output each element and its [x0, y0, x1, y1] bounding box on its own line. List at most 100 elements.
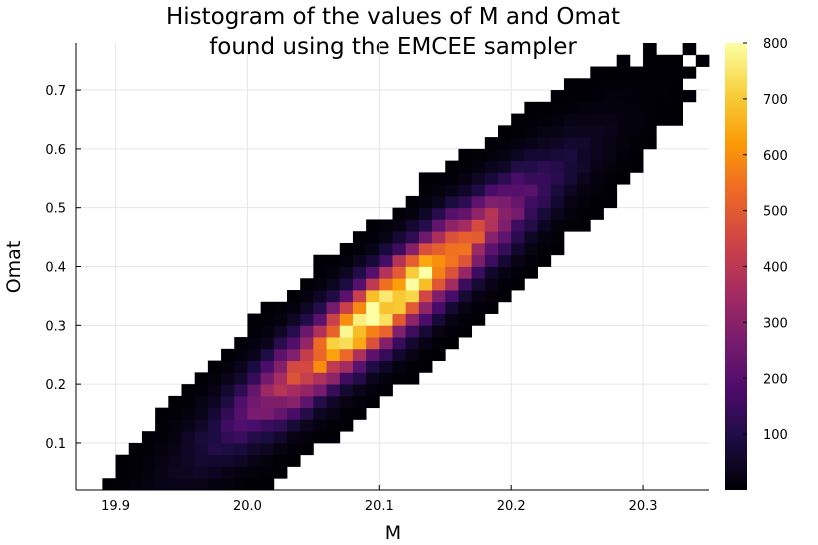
heatmap-cell: [300, 325, 314, 338]
heatmap-cell: [221, 384, 235, 397]
heatmap-cell: [115, 454, 130, 467]
x-tick-label: 20.0: [233, 499, 262, 514]
heatmap-cell: [260, 454, 275, 467]
heatmap-cell: [471, 242, 486, 256]
heatmap-cell: [418, 301, 433, 314]
heatmap-cell: [643, 90, 657, 103]
heatmap-cell: [392, 278, 407, 291]
heatmap-cell: [366, 348, 380, 362]
heatmap-cell: [537, 101, 552, 114]
heatmap-cell: [603, 137, 618, 150]
heatmap-cell: [221, 395, 235, 409]
heatmap-cell: [339, 372, 354, 385]
heatmap-cell: [603, 195, 618, 209]
y-axis-label: Omat: [3, 241, 25, 294]
heatmap-cell: [379, 384, 393, 397]
heatmap-cell: [392, 290, 407, 303]
heatmap-cell: [524, 266, 538, 279]
heatmap-cell: [418, 290, 433, 303]
heatmap-cell: [247, 478, 262, 491]
heatmap-cell: [524, 172, 538, 185]
heatmap-cell: [287, 360, 301, 373]
heatmap-cell: [418, 254, 433, 267]
heatmap-cell: [247, 384, 262, 397]
heatmap-cell: [458, 231, 473, 244]
heatmap-cell: [339, 325, 354, 338]
heatmap-cell: [669, 66, 684, 79]
heatmap-cell: [445, 278, 459, 291]
heatmap-cell: [181, 419, 196, 432]
heatmap-cell: [155, 407, 169, 420]
colorbar-tick-label: 200: [763, 372, 788, 387]
heatmap-cell: [511, 207, 525, 220]
heatmap-cell: [590, 195, 604, 209]
heatmap-cell: [445, 160, 459, 173]
heatmap-cell: [550, 231, 565, 244]
heatmap-cell: [524, 219, 538, 232]
heatmap-cell: [550, 172, 565, 185]
heatmap-cell: [432, 301, 446, 314]
heatmap-cell: [287, 290, 301, 303]
heatmap-cell: [484, 254, 499, 267]
heatmap-cell: [313, 407, 327, 420]
heatmap-cell: [471, 290, 486, 303]
heatmap-cell: [418, 242, 433, 256]
colorbar-tick-label: 800: [763, 37, 788, 52]
heatmap-cell: [155, 419, 169, 432]
colorbar-tick-label: 100: [763, 428, 788, 443]
heatmap-cell: [498, 125, 512, 138]
heatmap-cell: [221, 419, 235, 432]
heatmap-cell: [577, 219, 591, 232]
heatmap-cell: [392, 207, 407, 220]
heatmap-cell: [603, 125, 618, 138]
heatmap-cell: [128, 442, 143, 456]
heatmap-cell: [484, 242, 499, 256]
heatmap-cell: [484, 160, 499, 173]
heatmap-cell: [537, 113, 552, 126]
heatmap-cell: [313, 395, 327, 409]
heatmap-cell: [616, 78, 631, 91]
heatmap-cell: [643, 43, 657, 56]
heatmap-cell: [498, 266, 512, 279]
heatmap-cell: [590, 172, 604, 185]
heatmap-cell: [366, 384, 380, 397]
heatmap-cell: [339, 407, 354, 420]
heatmap-cell: [326, 360, 341, 373]
heatmap-cell: [273, 442, 288, 456]
heatmap-cell: [352, 407, 367, 420]
heatmap-cell: [418, 207, 433, 220]
heatmap-cell: [352, 395, 367, 409]
heatmap-cell: [418, 278, 433, 291]
heatmap-cell: [405, 337, 420, 350]
heatmap-cell: [629, 148, 644, 162]
heatmap-cell: [458, 207, 473, 220]
colorbar-tick-label: 700: [763, 93, 788, 108]
heatmap-cell: [511, 266, 525, 279]
heatmap-cell: [458, 160, 473, 173]
heatmap-cell: [168, 454, 182, 467]
heatmap-cell: [273, 372, 288, 385]
heatmap-cell: [273, 419, 288, 432]
heatmap-cell: [313, 325, 327, 338]
heatmap-cell: [471, 160, 486, 173]
heatmap-cell: [669, 101, 684, 114]
heatmap-cell: [379, 313, 393, 326]
heatmap-cell: [537, 148, 552, 162]
heatmap-cell: [432, 184, 446, 197]
heatmap-cell: [247, 419, 262, 432]
heatmap-cell: [498, 172, 512, 185]
heatmap-cell: [418, 337, 433, 350]
heatmap-cell: [247, 325, 262, 338]
heatmap-cell: [537, 125, 552, 138]
heatmap-cell: [247, 442, 262, 456]
heatmap-cell: [590, 137, 604, 150]
heatmap-cell: [563, 125, 578, 138]
heatmap-cell: [524, 184, 538, 197]
colorbar-tick-label: 300: [763, 316, 788, 331]
heatmap-cell: [247, 407, 262, 420]
heatmap-cell: [445, 172, 459, 185]
heatmap-cell: [484, 266, 499, 279]
heatmap-cell: [563, 207, 578, 220]
heatmap-cell: [550, 137, 565, 150]
heatmap-cell: [484, 148, 499, 162]
